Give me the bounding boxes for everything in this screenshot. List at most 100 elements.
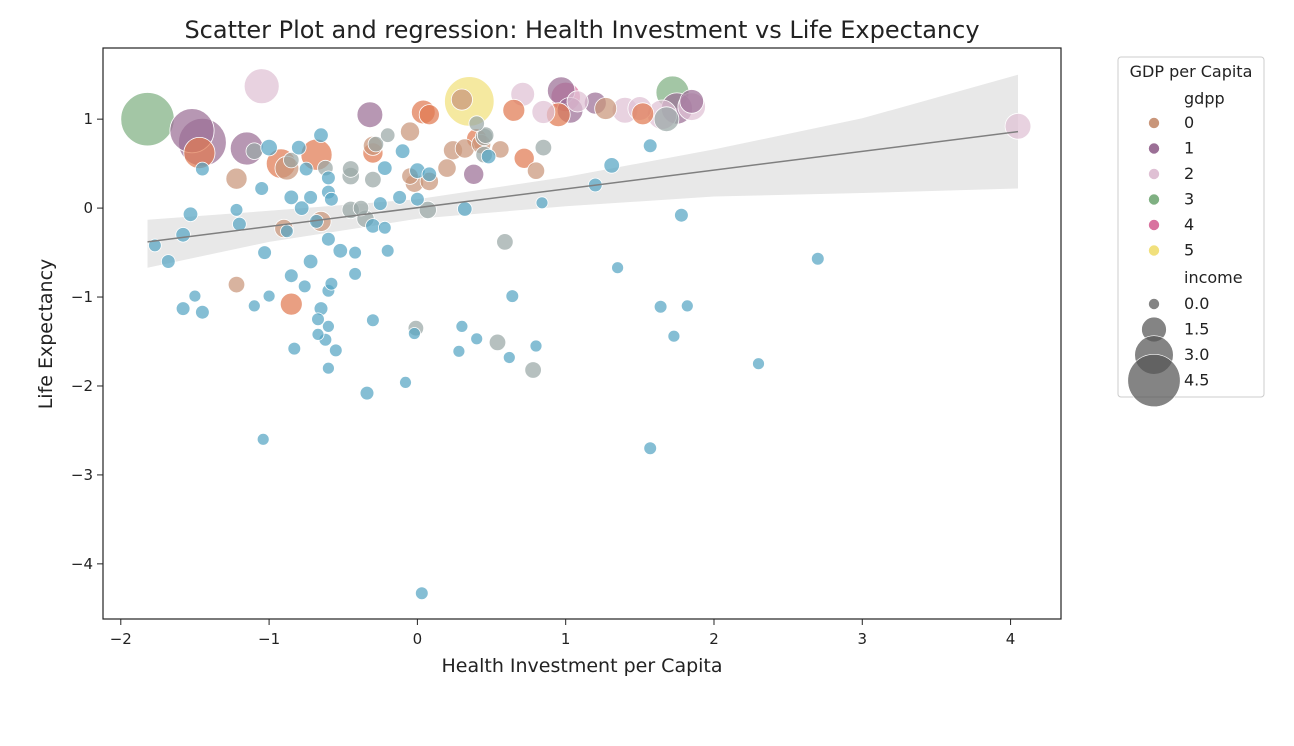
data-point — [261, 139, 278, 156]
legend-hue-marker — [1149, 220, 1160, 231]
x-tick-label: 4 — [1006, 630, 1016, 648]
data-point — [183, 207, 198, 222]
legend: GDP per Capita gdpp 012345 income 0.01.5… — [1118, 57, 1264, 407]
data-point — [644, 442, 657, 455]
data-point — [161, 255, 175, 269]
legend-hue-marker — [1149, 245, 1160, 256]
data-point — [1005, 113, 1031, 139]
data-point — [312, 313, 325, 326]
data-point — [230, 204, 243, 217]
data-point — [643, 139, 657, 153]
data-point — [506, 290, 519, 303]
legend-hue-marker — [1149, 169, 1160, 180]
data-point — [438, 159, 456, 177]
data-point — [281, 225, 294, 238]
legend-size-label: 1.5 — [1184, 320, 1209, 339]
x-tick-label: −2 — [110, 630, 132, 648]
x-tick-label: 2 — [709, 630, 719, 648]
data-point — [176, 302, 190, 316]
legend-size-label: 4.5 — [1184, 371, 1209, 390]
legend-hue-heading: gdpp — [1184, 89, 1225, 108]
data-point — [400, 376, 412, 388]
data-point — [532, 101, 555, 124]
data-point — [367, 314, 380, 327]
data-point — [292, 140, 307, 155]
data-point — [422, 167, 437, 182]
legend-hue-label: 5 — [1184, 241, 1194, 260]
data-point — [357, 102, 383, 128]
data-point — [226, 168, 247, 189]
x-tick-label: 3 — [858, 630, 868, 648]
data-point — [380, 128, 395, 143]
data-point — [536, 197, 548, 209]
data-point — [176, 228, 191, 243]
data-point — [314, 128, 329, 143]
data-point — [325, 192, 339, 206]
data-point — [257, 433, 269, 445]
data-point — [258, 246, 272, 260]
data-point — [299, 162, 313, 176]
data-point — [196, 305, 210, 319]
data-point — [503, 352, 515, 364]
data-point — [322, 171, 336, 185]
data-point — [408, 328, 420, 340]
data-point — [333, 244, 348, 259]
data-point — [255, 182, 269, 196]
data-point — [298, 280, 311, 293]
data-point — [121, 93, 174, 146]
legend-hue-label: 2 — [1184, 164, 1194, 183]
data-point — [451, 89, 472, 110]
data-point — [503, 99, 525, 121]
data-point — [349, 246, 362, 259]
data-point — [680, 90, 704, 114]
legend-size-label: 0.0 — [1184, 294, 1209, 313]
data-point — [189, 290, 201, 302]
legend-size-marker — [1128, 354, 1180, 406]
y-tick-label: −2 — [71, 377, 93, 395]
data-point — [530, 340, 542, 352]
x-axis-ticks: −2 −1 0 1 2 3 4 — [110, 619, 1016, 648]
data-point — [303, 254, 318, 269]
data-point — [304, 191, 318, 205]
y-tick-label: −1 — [71, 288, 93, 306]
data-point — [248, 300, 260, 312]
data-point — [527, 162, 544, 179]
data-point — [393, 191, 407, 205]
data-point — [322, 232, 336, 246]
data-point — [632, 103, 654, 125]
data-point — [381, 244, 394, 257]
data-point — [471, 333, 483, 345]
data-point — [753, 358, 765, 370]
legend-size-marker — [1149, 299, 1160, 310]
data-point — [612, 262, 624, 274]
data-point — [675, 208, 689, 222]
legend-title: GDP per Capita — [1130, 62, 1253, 81]
y-tick-label: 0 — [83, 199, 93, 217]
data-point — [668, 330, 680, 342]
data-point — [535, 139, 552, 156]
legend-hue-marker — [1149, 194, 1160, 205]
data-point — [325, 277, 338, 290]
data-point — [811, 252, 824, 265]
data-point — [604, 158, 620, 174]
data-point — [196, 162, 210, 176]
data-point — [489, 334, 506, 351]
data-point — [342, 161, 359, 178]
data-point — [378, 161, 393, 176]
data-point — [312, 328, 324, 340]
data-point — [654, 300, 667, 313]
data-point — [464, 164, 484, 184]
data-point — [349, 268, 362, 281]
x-axis-label: Health Investment per Capita — [441, 655, 722, 677]
data-point — [415, 587, 428, 600]
chart-title: Scatter Plot and regression: Health Inve… — [184, 16, 979, 44]
data-point — [497, 234, 514, 251]
data-point — [360, 386, 374, 400]
data-point — [419, 105, 439, 125]
legend-hue-marker — [1149, 143, 1160, 154]
plot-area — [103, 48, 1061, 619]
data-point — [400, 122, 419, 141]
data-point — [263, 290, 275, 302]
x-tick-label: 1 — [561, 630, 571, 648]
data-point — [469, 116, 485, 132]
